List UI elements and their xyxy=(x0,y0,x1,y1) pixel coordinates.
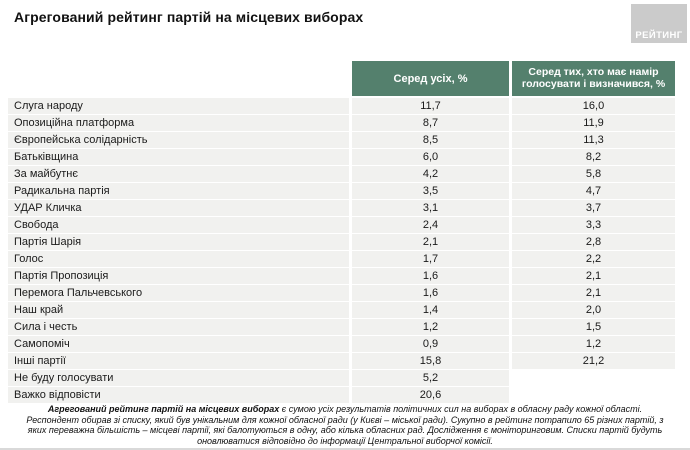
table-body: Слуга народу 11,7 16,0 Опозиційна платформа… xyxy=(8,98,675,403)
footer-line: Респондент обирав зі списку, який був ун… xyxy=(26,414,664,425)
page-title: Агрегований рейтинг партій на місцевих в… xyxy=(14,9,364,25)
value-among-all-cell: 8,5 xyxy=(352,132,509,148)
party-name-cell: Голос xyxy=(8,251,349,267)
party-name-cell: Наш край xyxy=(8,302,349,318)
value-among-decided-cell: 5,8 xyxy=(512,166,675,182)
party-name-cell: Опозиційна платформа xyxy=(8,115,349,131)
party-name-cell: УДАР Кличка xyxy=(8,200,349,216)
value-among-decided-cell xyxy=(512,387,675,403)
value-among-all-cell: 1,7 xyxy=(352,251,509,267)
value-among-decided-cell: 2,1 xyxy=(512,285,675,301)
rating-group-logo-text: РЕЙТИНГ xyxy=(635,30,683,41)
value-among-decided-cell: 2,0 xyxy=(512,302,675,318)
column-header-among-all: Серед усіх, % xyxy=(352,61,509,96)
party-name-cell: Інші партії xyxy=(8,353,349,369)
party-name-cell: Перемога Пальчевського xyxy=(8,285,349,301)
value-among-decided-cell: 16,0 xyxy=(512,98,675,114)
footer-line: оновлюватися відповідно до інформації Це… xyxy=(197,436,493,447)
value-among-decided-cell: 3,7 xyxy=(512,200,675,216)
value-among-all-cell: 15,8 xyxy=(352,353,509,369)
party-name-cell: Не буду голосувати xyxy=(8,370,349,386)
value-among-all-cell: 3,5 xyxy=(352,183,509,199)
party-name-cell: Радикальна партія xyxy=(8,183,349,199)
value-among-decided-cell: 1,5 xyxy=(512,319,675,335)
value-among-decided-cell: 2,8 xyxy=(512,234,675,250)
value-among-all-cell: 2,1 xyxy=(352,234,509,250)
party-name-cell: За майбутнє xyxy=(8,166,349,182)
value-among-all-cell: 20,6 xyxy=(352,387,509,403)
value-among-all-cell: 6,0 xyxy=(352,149,509,165)
footer-line: яких переважна більшість – місцеві парті… xyxy=(27,425,663,436)
value-among-decided-cell: 1,2 xyxy=(512,336,675,352)
party-name-cell: Слуга народу xyxy=(8,98,349,114)
party-name-cell: Батьківщина xyxy=(8,149,349,165)
value-among-all-cell: 1,6 xyxy=(352,285,509,301)
value-among-decided-cell: 3,3 xyxy=(512,217,675,233)
value-among-decided-cell: 2,2 xyxy=(512,251,675,267)
party-name-cell: Партія Шарія xyxy=(8,234,349,250)
party-name-cell: Свобода xyxy=(8,217,349,233)
footer-lead-rest: є сумою усіх результатів політичних сил … xyxy=(279,404,643,414)
party-name-cell: Самопоміч xyxy=(8,336,349,352)
value-among-decided-cell: 11,3 xyxy=(512,132,675,148)
value-among-all-cell: 8,7 xyxy=(352,115,509,131)
column-header-among-decided: Серед тих, хто має намір голосувати і ви… xyxy=(512,61,675,96)
value-among-all-cell: 3,1 xyxy=(352,200,509,216)
party-name-cell: Важко відповісти xyxy=(8,387,349,403)
value-among-decided-cell: 21,2 xyxy=(512,353,675,369)
value-among-all-cell: 2,4 xyxy=(352,217,509,233)
table-header: Серед усіх, % Серед тих, хто має намір г… xyxy=(352,61,675,96)
value-among-decided-cell: 2,1 xyxy=(512,268,675,284)
party-name-cell: Сила і честь xyxy=(8,319,349,335)
value-among-all-cell: 4,2 xyxy=(352,166,509,182)
value-among-decided-cell: 11,9 xyxy=(512,115,675,131)
value-among-all-cell: 1,2 xyxy=(352,319,509,335)
party-name-cell: Партія Пропозиція xyxy=(8,268,349,284)
value-among-all-cell: 0,9 xyxy=(352,336,509,352)
bottom-divider xyxy=(0,448,690,450)
value-among-all-cell: 1,4 xyxy=(352,302,509,318)
value-among-decided-cell: 8,2 xyxy=(512,149,675,165)
value-among-all-cell: 1,6 xyxy=(352,268,509,284)
value-among-decided-cell xyxy=(512,370,675,386)
value-among-decided-cell: 4,7 xyxy=(512,183,675,199)
party-name-cell: Європейська солідарність xyxy=(8,132,349,148)
footer-line: Агрегований рейтинг партій на місцевих в… xyxy=(0,404,690,415)
footer-note: Агрегований рейтинг партій на місцевих в… xyxy=(0,404,690,447)
value-among-all-cell: 5,2 xyxy=(352,370,509,386)
footer-lead-bold: Агрегований рейтинг партій на місцевих в… xyxy=(47,404,280,414)
value-among-all-cell: 11,7 xyxy=(352,98,509,114)
rating-group-logo: РЕЙТИНГ xyxy=(631,4,687,43)
